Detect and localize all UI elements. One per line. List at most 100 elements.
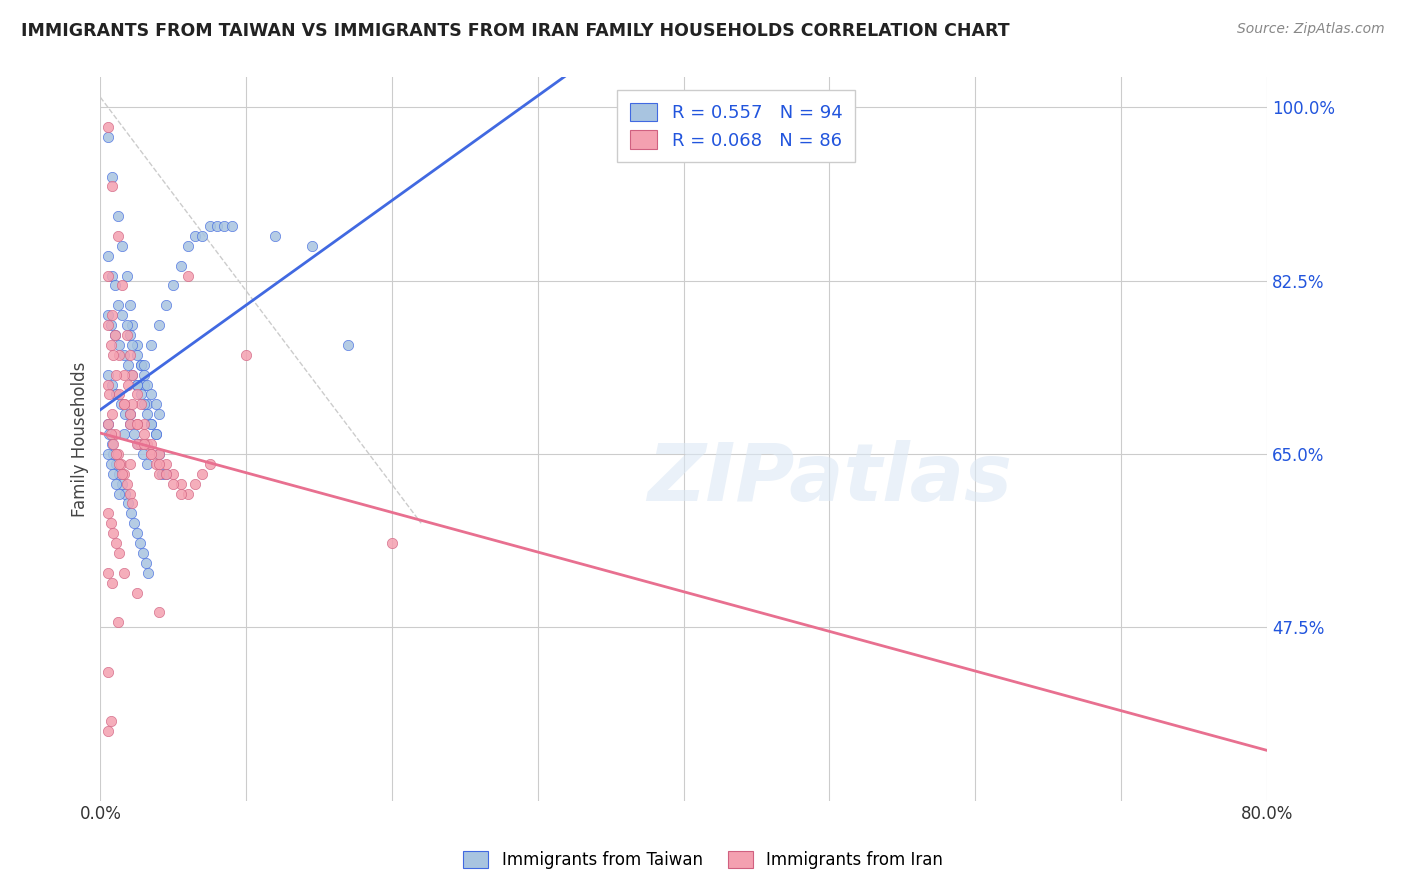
Point xyxy=(107,298,129,312)
Point xyxy=(101,575,124,590)
Point xyxy=(112,348,135,362)
Point xyxy=(205,219,228,233)
Point xyxy=(184,476,207,491)
Point xyxy=(162,467,184,481)
Point xyxy=(191,229,214,244)
Point xyxy=(129,397,152,411)
Point xyxy=(108,387,131,401)
Point xyxy=(100,427,122,442)
Point xyxy=(100,457,122,471)
Point xyxy=(169,476,191,491)
Point xyxy=(129,387,152,401)
Point xyxy=(169,259,191,273)
Point xyxy=(169,486,191,500)
Point xyxy=(118,328,141,343)
Point xyxy=(100,516,122,531)
Point xyxy=(108,338,131,352)
Point xyxy=(125,417,148,432)
Point xyxy=(108,467,131,481)
Point xyxy=(117,496,139,510)
Point xyxy=(141,447,163,461)
Point xyxy=(97,129,120,144)
Point xyxy=(121,338,143,352)
Point xyxy=(97,318,120,332)
Point xyxy=(103,348,125,362)
Point xyxy=(101,169,124,184)
Point xyxy=(132,368,155,382)
Point xyxy=(141,387,163,401)
Point xyxy=(107,615,129,630)
Point xyxy=(108,486,131,500)
Point xyxy=(191,467,214,481)
Point xyxy=(145,427,167,442)
Text: IMMIGRANTS FROM TAIWAN VS IMMIGRANTS FROM IRAN FAMILY HOUSEHOLDS CORRELATION CHA: IMMIGRANTS FROM TAIWAN VS IMMIGRANTS FRO… xyxy=(21,22,1010,40)
Point xyxy=(235,348,257,362)
Point xyxy=(100,318,122,332)
Point xyxy=(118,407,141,421)
Point xyxy=(120,506,142,520)
Point xyxy=(198,457,221,471)
Point xyxy=(112,368,135,382)
Point xyxy=(101,407,124,421)
Point xyxy=(118,407,141,421)
Point xyxy=(129,437,152,451)
Point xyxy=(381,536,404,550)
Point xyxy=(105,368,128,382)
Point xyxy=(97,377,120,392)
Point xyxy=(131,447,153,461)
Point xyxy=(111,476,134,491)
Text: Source: ZipAtlas.com: Source: ZipAtlas.com xyxy=(1237,22,1385,37)
Point xyxy=(148,318,170,332)
Point xyxy=(98,427,121,442)
Point xyxy=(136,457,159,471)
Point xyxy=(141,338,163,352)
Point xyxy=(118,348,141,362)
Point xyxy=(97,120,120,134)
Point xyxy=(136,397,159,411)
Point xyxy=(101,268,124,283)
Point xyxy=(125,526,148,541)
Point xyxy=(132,358,155,372)
Point xyxy=(100,714,122,729)
Point xyxy=(118,417,141,432)
Point xyxy=(148,606,170,620)
Point xyxy=(118,457,141,471)
Point xyxy=(108,457,131,471)
Point xyxy=(97,447,120,461)
Point xyxy=(105,536,128,550)
Point xyxy=(97,724,120,739)
Text: ZIPatlas: ZIPatlas xyxy=(647,440,1012,517)
Point xyxy=(177,486,200,500)
Point xyxy=(127,437,149,451)
Legend: R = 0.557   N = 94, R = 0.068   N = 86: R = 0.557 N = 94, R = 0.068 N = 86 xyxy=(617,90,855,162)
Point xyxy=(155,457,177,471)
Point xyxy=(148,467,170,481)
Point xyxy=(103,467,125,481)
Point xyxy=(104,328,127,343)
Point xyxy=(115,268,138,283)
Point xyxy=(155,467,177,481)
Point xyxy=(97,566,120,580)
Point xyxy=(138,566,160,580)
Point xyxy=(107,229,129,244)
Point xyxy=(104,427,127,442)
Point xyxy=(122,427,145,442)
Point xyxy=(107,447,129,461)
Point xyxy=(125,417,148,432)
Point xyxy=(122,516,145,531)
Legend: Immigrants from Taiwan, Immigrants from Iran: Immigrants from Taiwan, Immigrants from … xyxy=(453,841,953,880)
Point xyxy=(115,328,138,343)
Point xyxy=(148,407,170,421)
Point xyxy=(337,338,360,352)
Point xyxy=(107,209,129,223)
Point xyxy=(177,239,200,253)
Point xyxy=(104,278,127,293)
Point xyxy=(155,298,177,312)
Point xyxy=(108,348,131,362)
Point xyxy=(148,447,170,461)
Point xyxy=(141,437,163,451)
Point xyxy=(111,278,134,293)
Point xyxy=(121,496,143,510)
Point xyxy=(104,328,127,343)
Point xyxy=(125,437,148,451)
